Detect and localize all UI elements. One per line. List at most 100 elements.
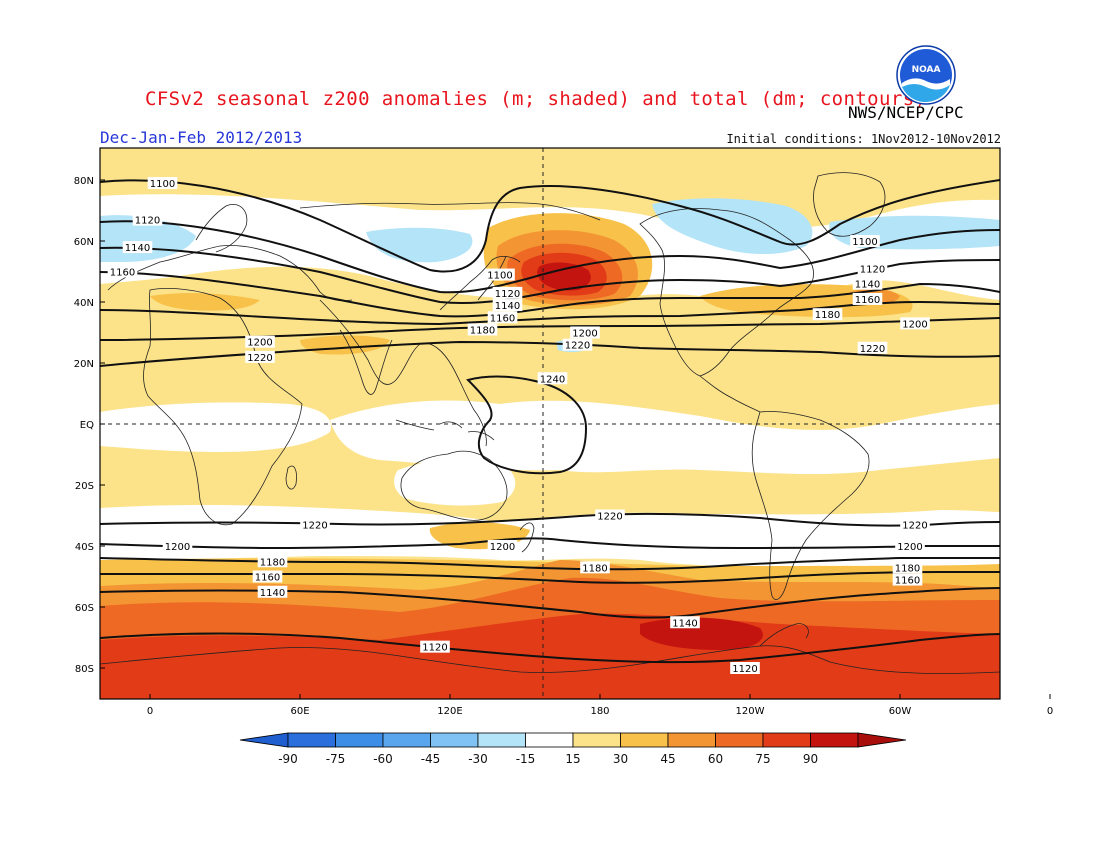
shade-90-npacific (537, 262, 591, 291)
contour-label-bg (492, 286, 523, 299)
contour-label: 1180 (260, 557, 285, 568)
contour-label-bg (420, 640, 450, 653)
latitude-axis: 80N 60N 40N 20N EQ 20S 40S 60S 80S (74, 176, 105, 675)
contour-1100-west (100, 179, 1000, 273)
colorbar-label: 75 (755, 752, 770, 766)
lat-tick-label: 20S (75, 481, 94, 492)
coast-central-america (699, 375, 761, 413)
lon-tick-label: 60W (889, 706, 912, 717)
contour-label: 1140 (495, 301, 520, 312)
contour-label-bg (892, 573, 923, 586)
contour-label-bg (857, 262, 888, 275)
contour-label: 1120 (732, 664, 757, 675)
contour-label-bg (595, 509, 625, 522)
contour-label-bg (147, 177, 178, 190)
contour-label: 1120 (860, 264, 885, 275)
shade-white-australia (394, 458, 516, 506)
colorbar-label: -30 (468, 752, 488, 766)
contour-label-bg (670, 616, 700, 629)
contour-label-bg (467, 323, 498, 336)
lat-tick-label: 40N (74, 298, 94, 309)
contour-label-bg (162, 540, 193, 552)
contour-1120-south (100, 632, 1000, 664)
colorbar-label: -75 (326, 752, 346, 766)
contour-label-bg (485, 268, 515, 281)
contour-label: 1180 (470, 325, 495, 336)
contour-label: 1160 (895, 576, 920, 587)
contour-label-bg (892, 561, 923, 574)
colorbar-swatch (715, 732, 764, 748)
coast-africa (143, 288, 303, 526)
coast-antarctica (100, 645, 1000, 674)
contour-label: 1200 (247, 338, 272, 349)
contour-label-bg (492, 299, 523, 312)
lat-tick-label: 40S (75, 542, 94, 553)
contour-label: 1220 (302, 521, 327, 532)
colorbar-label: 15 (565, 752, 580, 766)
colorbar-swatch (477, 732, 526, 748)
contour-label: 1140 (855, 280, 880, 291)
colorbar-arrow-high (857, 732, 907, 748)
colorbar-swatch (667, 732, 716, 748)
colorbar-swatch (620, 732, 669, 748)
colorbar-label: -15 (516, 752, 536, 766)
contour-1200-south (100, 537, 1000, 550)
contour-label: 1200 (572, 329, 597, 340)
colorbar-swatch (430, 732, 479, 748)
contour-label: 1220 (597, 512, 622, 523)
contour-label: 1200 (490, 542, 515, 553)
contour-label-bg (812, 308, 843, 321)
colorbar-swatch (572, 732, 621, 748)
contour-label-bg (245, 335, 275, 348)
contour-label: 1160 (490, 313, 515, 324)
coast-scandinavia (195, 204, 248, 253)
contour-label-bg (257, 555, 288, 568)
lat-tick-label: 80N (74, 176, 94, 187)
contour-label-bg (900, 317, 930, 330)
noaa-logo-text: NOAA (912, 65, 941, 75)
contour-label-bg (257, 585, 288, 598)
coast-north-america (639, 208, 814, 377)
agency-label: NWS/NCEP/CPC (848, 103, 964, 122)
contour-label: 1200 (165, 542, 190, 553)
contour-label: 1160 (855, 295, 880, 306)
coast-newzealand (519, 522, 535, 553)
contour-label: 1220 (902, 521, 927, 532)
coast-madagascar (285, 465, 297, 490)
lon-tick-label: 120E (437, 706, 462, 717)
contour-label: 1220 (247, 353, 272, 364)
contour-label: 1160 (110, 268, 135, 279)
contour-label-bg (537, 372, 568, 385)
coastlines (100, 172, 1000, 674)
contour-label-bg (900, 518, 930, 531)
shade-white-band-tropics (330, 400, 1000, 475)
lat-tick-label: 60N (74, 237, 94, 248)
contour-label-bg (852, 292, 883, 305)
contour-label-bg (132, 213, 163, 226)
colorbar-swatch (525, 732, 574, 748)
coast-indonesia (395, 419, 495, 441)
season-label: Dec-Jan-Feb 2012/2013 (100, 128, 303, 147)
contour-label-bg (730, 662, 760, 674)
contour-label-bg (895, 540, 925, 552)
lon-tick-label: 60E (290, 706, 309, 717)
contour-label-bg (850, 235, 880, 247)
chart-title: CFSv2 seasonal z200 anomalies (m; shaded… (145, 88, 927, 110)
contour-label: 1160 (255, 573, 280, 584)
contour-label: 1180 (895, 563, 920, 574)
contour-label: 1100 (852, 237, 877, 248)
colorbar-label: -90 (278, 752, 298, 766)
contour-label-bg (245, 350, 275, 363)
contour-label: 1200 (897, 542, 922, 553)
shade-neg15-canada (652, 198, 813, 255)
contour-1160 (100, 271, 1000, 318)
contour-label: 1120 (135, 216, 160, 227)
contour-label: 1140 (125, 243, 150, 254)
colorbar: -90 -75 -60 -45 -30 -15 15 30 45 60 75 90 (239, 732, 907, 766)
colorbar-swatch (762, 732, 811, 748)
lon-tick-label: 120W (736, 706, 765, 717)
coast-greenland (813, 172, 886, 237)
lat-tick-label: EQ (80, 420, 94, 431)
colorbar-label: 45 (660, 752, 675, 766)
